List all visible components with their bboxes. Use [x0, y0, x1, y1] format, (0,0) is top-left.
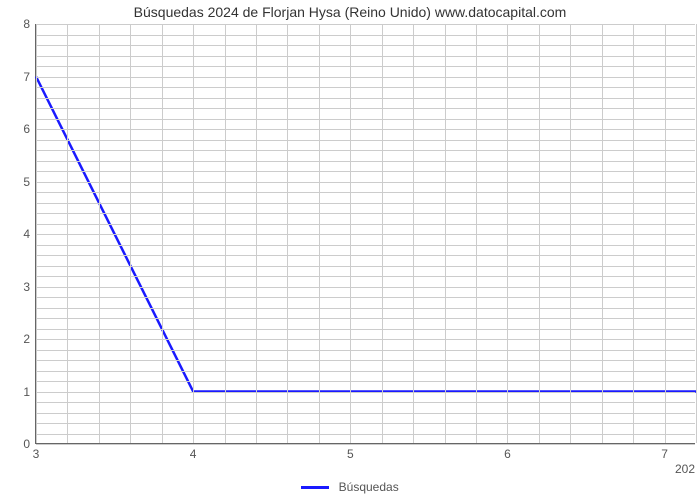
- gridline-horizontal: [36, 434, 695, 435]
- chart-container: Búsquedas 2024 de Florjan Hysa (Reino Un…: [0, 0, 700, 500]
- gridline-horizontal: [36, 98, 695, 99]
- y-tick-label: 2: [23, 332, 36, 346]
- plot-area: 01234567834567: [35, 24, 695, 444]
- gridline-horizontal: [36, 224, 695, 225]
- gridline-horizontal: [36, 66, 695, 67]
- chart-title: Búsquedas 2024 de Florjan Hysa (Reino Un…: [0, 4, 700, 20]
- gridline-horizontal: [36, 308, 695, 309]
- gridline-horizontal: [36, 35, 695, 36]
- gridline-horizontal: [36, 423, 695, 424]
- gridline-horizontal: [36, 276, 695, 277]
- gridline-horizontal: [36, 182, 695, 183]
- y-tick-label: 7: [23, 70, 36, 84]
- x-tick-label: 6: [504, 443, 511, 461]
- x-tick-label: 4: [190, 443, 197, 461]
- gridline-horizontal: [36, 318, 695, 319]
- x-tick-label: 5: [347, 443, 354, 461]
- gridline-horizontal: [36, 234, 695, 235]
- gridline-horizontal: [36, 108, 695, 109]
- gridline-horizontal: [36, 140, 695, 141]
- gridline-horizontal: [36, 287, 695, 288]
- legend: Búsquedas: [0, 479, 700, 494]
- gridline-horizontal: [36, 150, 695, 151]
- y-tick-label: 6: [23, 122, 36, 136]
- gridline-horizontal: [36, 413, 695, 414]
- gridline-horizontal: [36, 192, 695, 193]
- y-tick-label: 8: [23, 17, 36, 31]
- gridline-horizontal: [36, 360, 695, 361]
- gridline-horizontal: [36, 371, 695, 372]
- gridline-horizontal: [36, 161, 695, 162]
- gridline-horizontal: [36, 119, 695, 120]
- gridline-horizontal: [36, 255, 695, 256]
- gridline-vertical: [696, 24, 697, 443]
- gridline-horizontal: [36, 297, 695, 298]
- x-tick-label: 7: [661, 443, 668, 461]
- gridline-horizontal: [36, 339, 695, 340]
- gridline-horizontal: [36, 45, 695, 46]
- gridline-horizontal: [36, 350, 695, 351]
- gridline-horizontal: [36, 129, 695, 130]
- gridline-horizontal: [36, 171, 695, 172]
- gridline-horizontal: [36, 266, 695, 267]
- gridline-horizontal: [36, 213, 695, 214]
- x-tick-label: 3: [33, 443, 40, 461]
- footer-right-label: 202: [675, 462, 695, 476]
- gridline-horizontal: [36, 329, 695, 330]
- gridline-horizontal: [36, 392, 695, 393]
- y-tick-label: 3: [23, 280, 36, 294]
- gridline-horizontal: [36, 402, 695, 403]
- y-tick-label: 1: [23, 385, 36, 399]
- gridline-horizontal: [36, 381, 695, 382]
- gridline-horizontal: [36, 87, 695, 88]
- y-tick-label: 4: [23, 227, 36, 241]
- gridline-horizontal: [36, 24, 695, 25]
- gridline-horizontal: [36, 444, 695, 445]
- gridline-horizontal: [36, 203, 695, 204]
- legend-swatch: [301, 486, 329, 489]
- y-tick-label: 5: [23, 175, 36, 189]
- gridline-horizontal: [36, 77, 695, 78]
- gridline-horizontal: [36, 245, 695, 246]
- legend-label: Búsquedas: [339, 480, 399, 494]
- gridline-horizontal: [36, 56, 695, 57]
